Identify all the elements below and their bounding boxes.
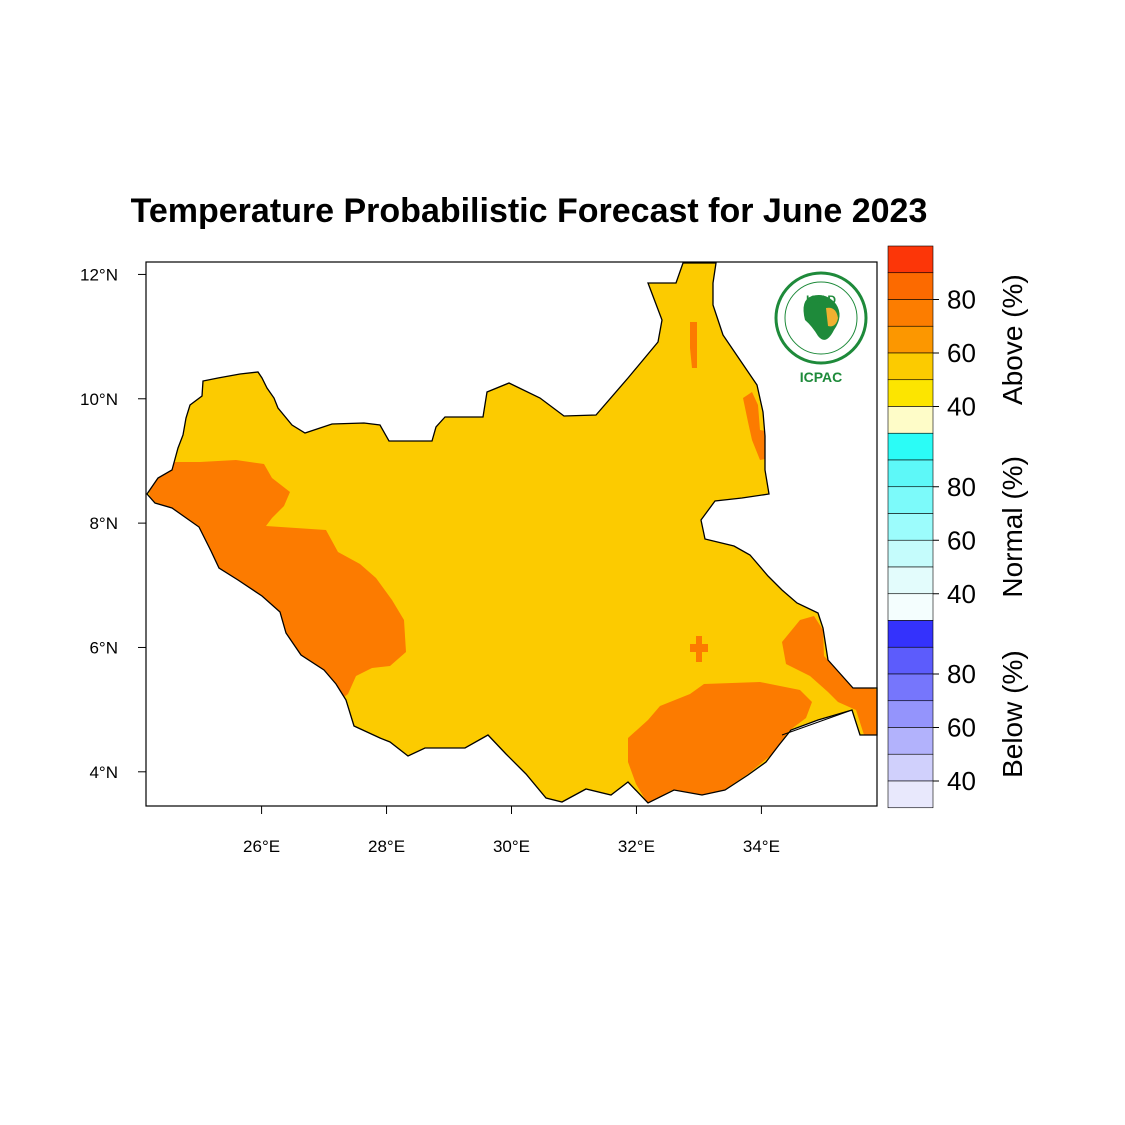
colorbar-swatch xyxy=(887,780,934,809)
colorbar-tick-label: 80 xyxy=(947,659,976,689)
colorbar-swatch xyxy=(887,432,934,461)
colorbar-tick-label: 40 xyxy=(947,579,976,609)
lon-tick-label: 26°E xyxy=(243,837,280,856)
lat-tick-label: 8°N xyxy=(89,514,118,533)
colorbar-swatch xyxy=(887,620,934,648)
colorbar-group-title: Below (%) xyxy=(997,650,1028,778)
south-sudan-outline xyxy=(146,262,878,804)
northeast-strip xyxy=(690,322,697,368)
colorbar-swatch xyxy=(887,566,934,595)
icpac-logo: IGAD ICPAC xyxy=(774,271,868,385)
colorbar-tick-label: 60 xyxy=(947,713,976,743)
colorbar-swatch xyxy=(887,272,934,300)
lon-tick-label: 34°E xyxy=(743,837,780,856)
colorbar-swatch xyxy=(887,406,934,434)
logo-caption: ICPAC xyxy=(800,369,843,385)
colorbar-swatch xyxy=(887,299,934,327)
colorbar-tick-label: 40 xyxy=(947,392,976,422)
logo-emblem-text: IGAD xyxy=(806,293,836,307)
colorbar-swatch xyxy=(887,593,934,621)
colorbar-swatch xyxy=(887,325,934,354)
colorbar-tick-label: 60 xyxy=(947,338,976,368)
colorbar-swatch xyxy=(887,459,934,488)
east-hotspot-b xyxy=(743,392,770,460)
country-border xyxy=(146,262,878,804)
colorbar-swatch xyxy=(887,245,934,274)
colorbar-group-title: Above (%) xyxy=(997,274,1028,405)
lon-tick-label: 28°E xyxy=(368,837,405,856)
colorbar-swatch xyxy=(887,727,934,755)
colorbar-swatch xyxy=(887,513,934,541)
colorbar-swatch xyxy=(887,646,934,675)
colorbar-swatch xyxy=(887,486,934,514)
colorbar-swatch xyxy=(887,700,934,728)
lat-tick-label: 6°N xyxy=(89,638,118,657)
colorbar-group-title: Normal (%) xyxy=(997,456,1028,598)
center-east-cross xyxy=(690,636,708,662)
east-hotspot-a xyxy=(782,616,877,735)
lat-tick-label: 4°N xyxy=(89,763,118,782)
probability-colorbar: 80 60 40 Above (%) 80 60 40 Normal (%) 80 60 40 Bel… xyxy=(887,245,1028,809)
colorbar-swatch xyxy=(887,539,934,568)
colorbar-tick-label: 80 xyxy=(947,472,976,502)
lat-tick-label: 12°N xyxy=(80,265,118,284)
southeast-hotspot xyxy=(628,682,812,803)
colorbar-swatch xyxy=(887,379,934,407)
colorbar-swatch xyxy=(887,673,934,702)
colorbar-tick-label: 40 xyxy=(947,766,976,796)
colorbar-tick-label: 60 xyxy=(947,525,976,555)
colorbar-tick-label: 80 xyxy=(947,285,976,315)
ilemi-border-line xyxy=(781,709,853,736)
axis-ticks: 26°E 28°E 30°E 32°E 34°E 12°N 10°N 8°N 6°N 4°N xyxy=(80,265,780,856)
colorbar-swatch xyxy=(887,352,934,381)
above-70-hotspots xyxy=(147,322,877,803)
lon-tick-label: 32°E xyxy=(618,837,655,856)
lon-tick-label: 30°E xyxy=(493,837,530,856)
western-hotspot xyxy=(147,460,406,700)
lat-tick-label: 10°N xyxy=(80,390,118,409)
colorbar-swatch xyxy=(887,753,934,782)
chart-title: Temperature Probabilistic Forecast for J… xyxy=(130,192,928,230)
